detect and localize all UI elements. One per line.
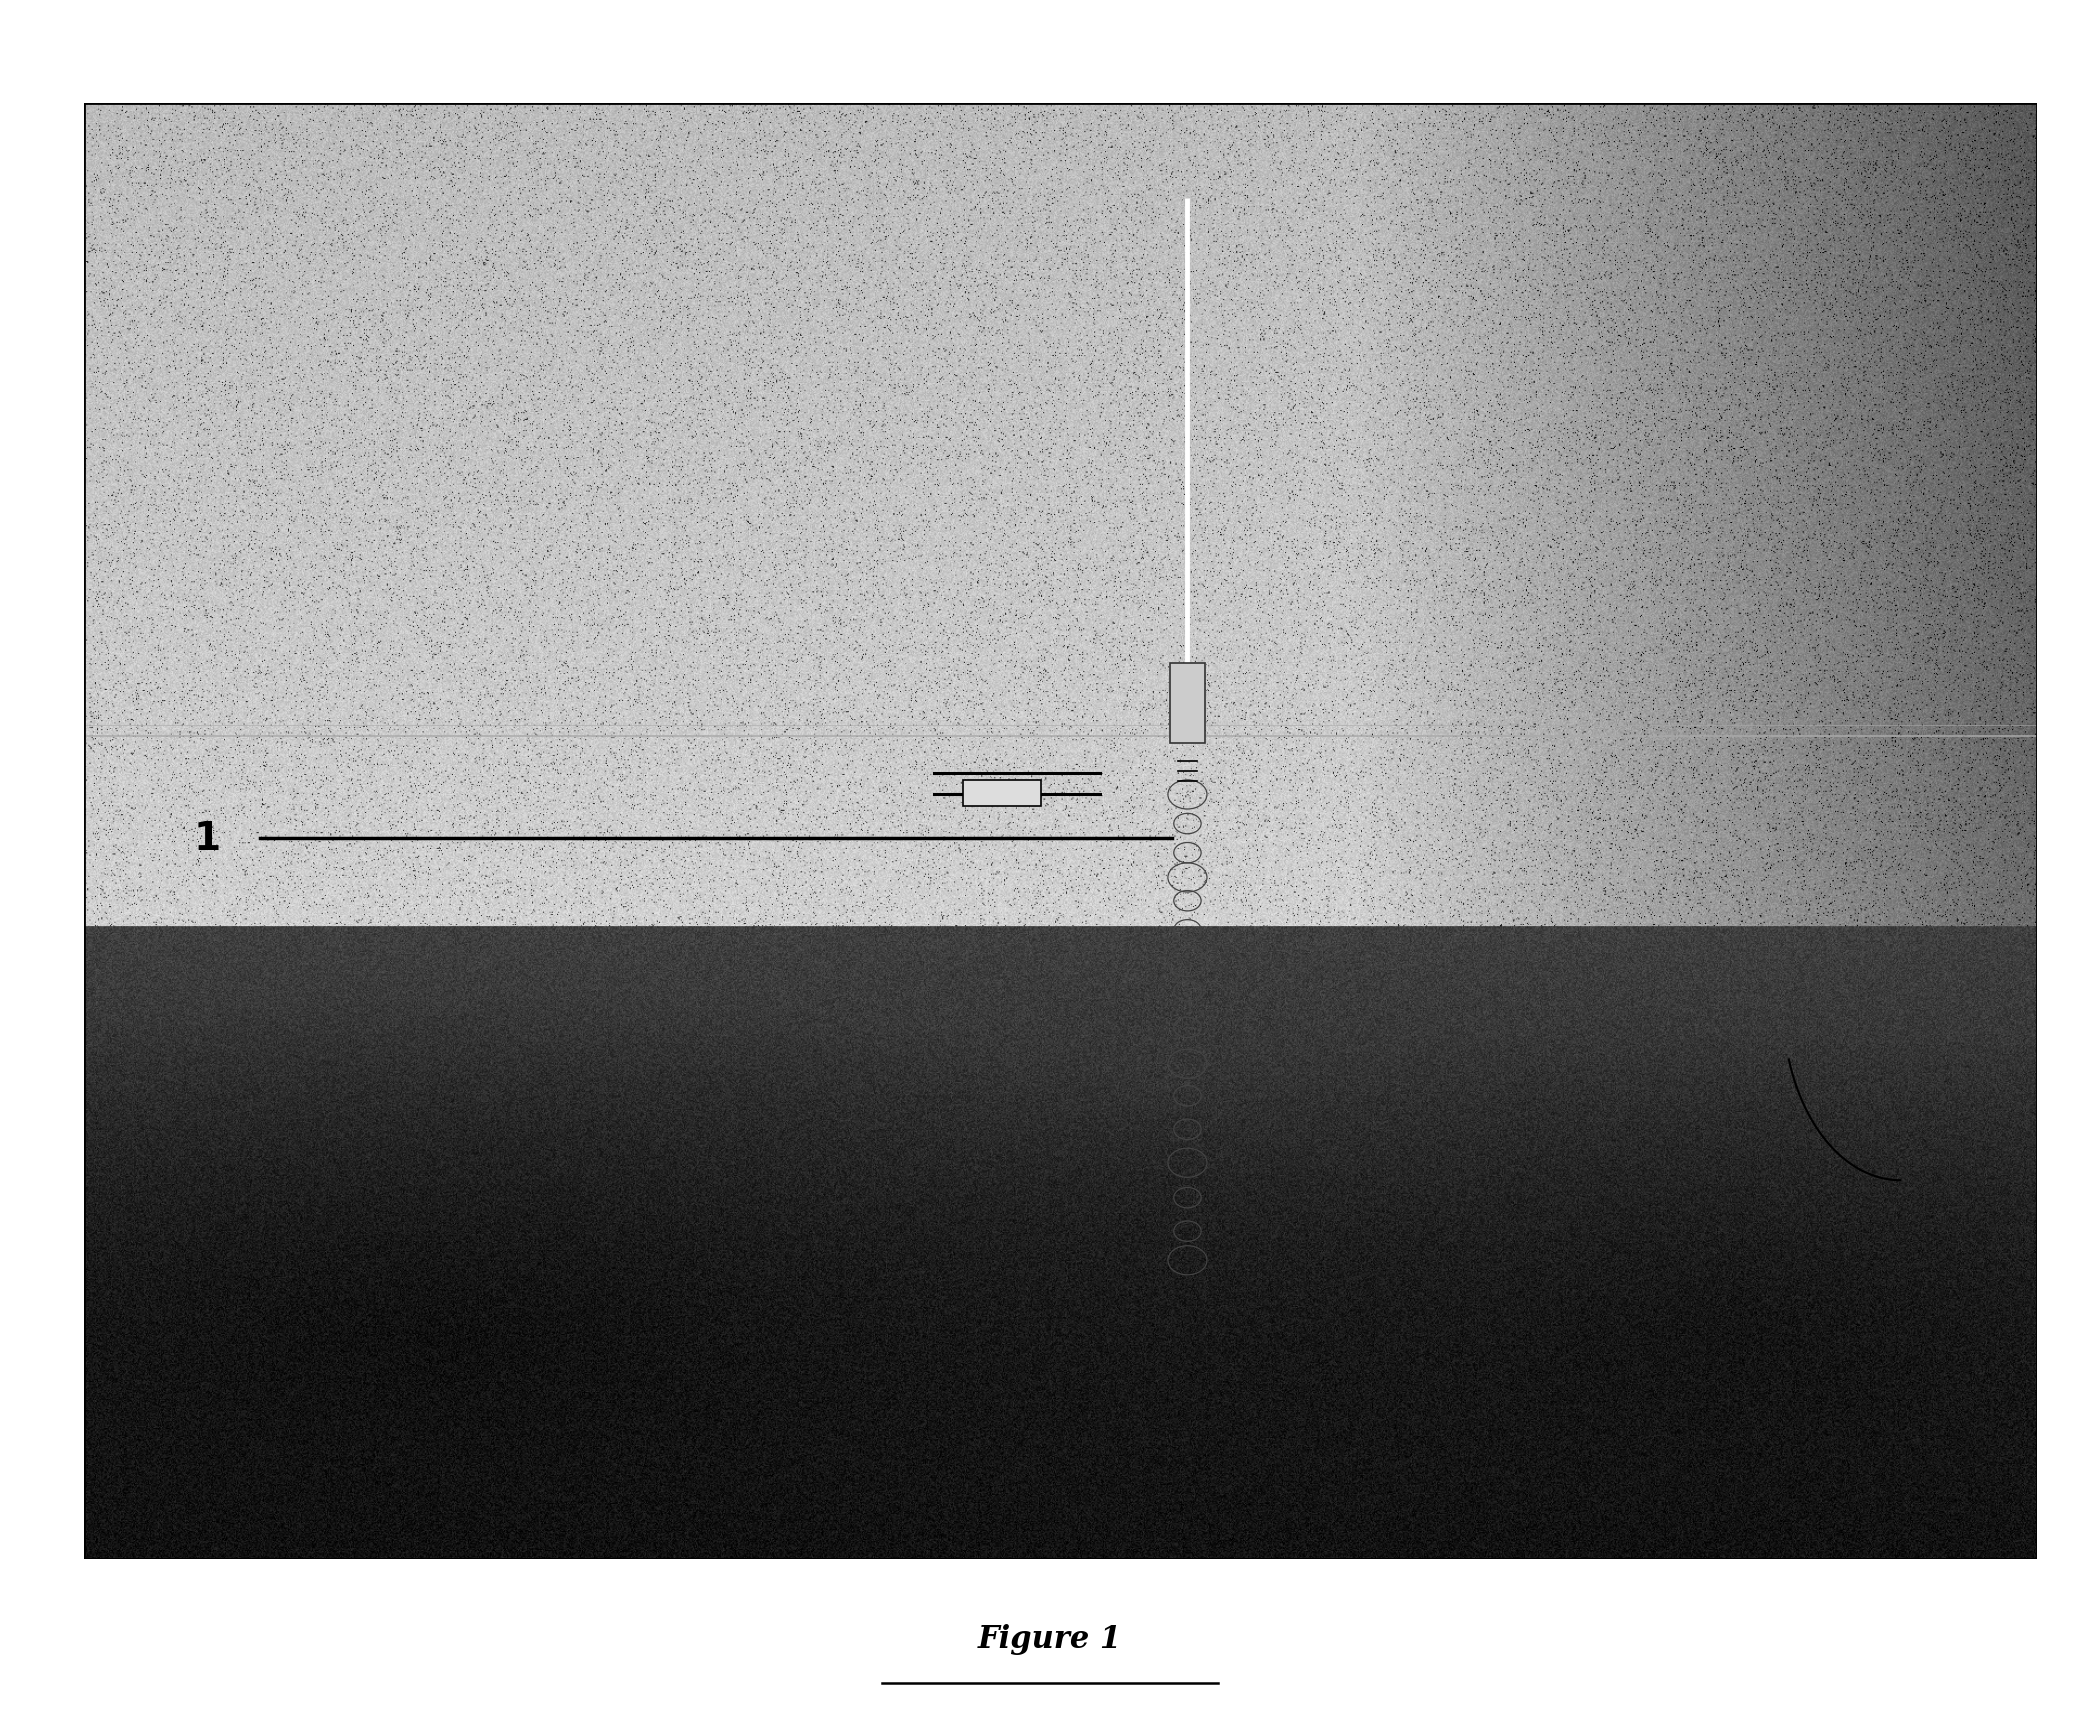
Bar xyxy=(1170,663,1205,745)
Text: Figure 1: Figure 1 xyxy=(979,1623,1121,1654)
Text: 1: 1 xyxy=(193,819,220,857)
FancyBboxPatch shape xyxy=(962,781,1042,807)
